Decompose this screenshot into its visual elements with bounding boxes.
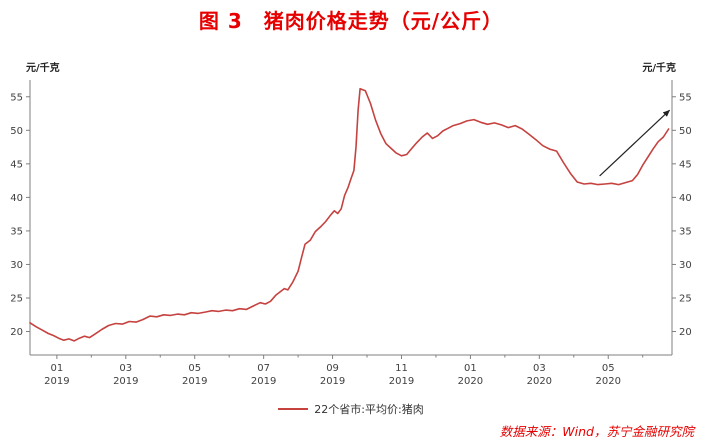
- x-tick-year: 2020: [527, 376, 552, 387]
- y-tick-label-left: 25: [10, 293, 23, 304]
- legend-label: 22个省市:平均价:猪肉: [314, 403, 424, 416]
- y-tick-label-left: 45: [10, 159, 23, 170]
- x-tick-month: 03: [119, 363, 132, 374]
- x-tick-year: 2019: [44, 376, 69, 387]
- x-tick-month: 03: [533, 363, 546, 374]
- x-tick-month: 01: [464, 363, 477, 374]
- y-tick-label-right: 50: [679, 126, 692, 137]
- y-tick-label-right: 30: [679, 260, 692, 271]
- x-tick-year: 2019: [320, 376, 345, 387]
- chart-legend: 22个省市:平均价:猪肉: [0, 401, 702, 417]
- x-tick-month: 05: [602, 363, 615, 374]
- x-tick-month: 05: [188, 363, 201, 374]
- x-tick-year: 2019: [251, 376, 276, 387]
- y-tick-label-right: 35: [679, 226, 692, 237]
- y-tick-label-left: 50: [10, 126, 23, 137]
- x-tick-month: 07: [257, 363, 270, 374]
- x-tick-year: 2020: [596, 376, 621, 387]
- y-tick-label-right: 20: [679, 327, 692, 338]
- y-axis-unit-right: 元/千克: [642, 61, 676, 74]
- y-tick-label-left: 35: [10, 226, 23, 237]
- x-tick-year: 2020: [458, 376, 483, 387]
- chart-title: 图 3 猪肉价格走势（元/公斤）: [198, 9, 504, 33]
- x-tick-month: 11: [395, 363, 408, 374]
- y-tick-label-left: 55: [10, 92, 23, 103]
- x-tick-year: 2019: [389, 376, 414, 387]
- price-line-series: [29, 87, 670, 342]
- x-tick-month: 09: [326, 363, 339, 374]
- data-source-note: 数据来源：Wind，苏宁金融研究院: [499, 424, 694, 439]
- y-tick-label-right: 55: [679, 92, 692, 103]
- trend-arrow: [599, 109, 670, 177]
- y-tick-label-left: 40: [10, 193, 23, 204]
- y-tick-label-left: 20: [10, 327, 23, 338]
- y-tick-label-right: 45: [679, 159, 692, 170]
- x-tick-year: 2019: [182, 376, 207, 387]
- y-tick-label-right: 25: [679, 293, 692, 304]
- x-tick-month: 01: [51, 363, 64, 374]
- legend-line-swatch: [278, 408, 309, 410]
- y-tick-label-right: 40: [679, 193, 692, 204]
- y-tick-label-left: 30: [10, 260, 23, 271]
- x-tick-year: 2019: [113, 376, 138, 387]
- y-axis-unit-left: 元/千克: [26, 61, 60, 74]
